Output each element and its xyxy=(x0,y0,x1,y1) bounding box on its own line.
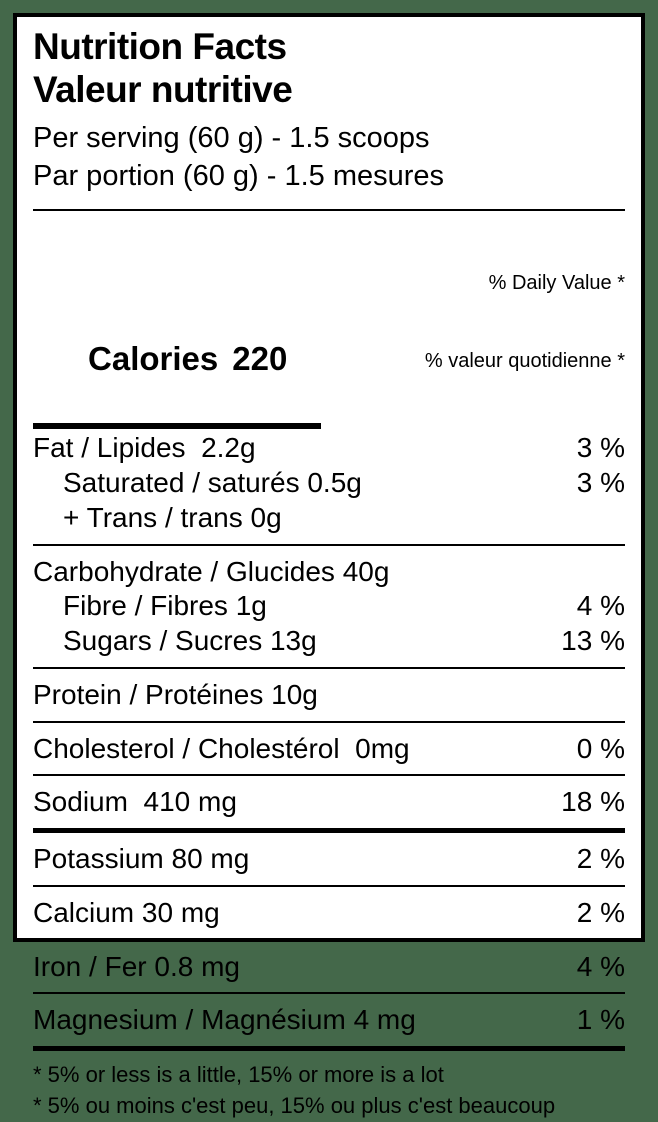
nutrient-row-protein: Protein / Protéines 10g xyxy=(33,678,625,713)
nutrient-label: Saturated / saturés 0.5g xyxy=(63,467,362,499)
nutrient-label: + Trans / trans 0g xyxy=(63,501,282,533)
fat-group: Fat / Lipides 2.2g 3 % Saturated / satur… xyxy=(33,429,625,536)
calories-row: Calories 220 % Daily Value * % valeur quo… xyxy=(33,218,625,430)
title-french: Valeur nutritive xyxy=(33,68,293,110)
section-divider xyxy=(33,938,625,941)
section-divider-thick xyxy=(33,828,625,834)
magnesium-group: Magnesium / Magnésium 4 mg 1 % xyxy=(33,1001,625,1039)
footnote-english: * 5% or less is a little, 15% or more is… xyxy=(33,1062,444,1088)
daily-value-header: % Daily Value * % valeur quotidienne * xyxy=(425,218,625,429)
section-divider xyxy=(33,720,625,723)
nutrient-daily-value: 1 % xyxy=(576,1004,625,1036)
nutrient-label: Iron / Fer 0.8 mg xyxy=(33,950,240,982)
nutrient-label: Cholesterol / Cholestérol 0mg xyxy=(33,732,410,764)
serving-size-french: Par portion (60 g) - 1.5 mesures xyxy=(33,159,445,192)
nutrient-label: Protein / Protéines 10g xyxy=(33,678,318,710)
nutrition-facts-label: Nutrition Facts Valeur nutritive Per ser… xyxy=(13,13,645,1118)
section-divider xyxy=(33,992,625,995)
section-divider xyxy=(33,543,625,546)
nutrient-label: Sugars / Sucres 13g xyxy=(63,625,317,657)
nutrient-row-carbohydrate: Carbohydrate / Glucides 40g xyxy=(33,555,625,590)
nutrient-row-fibre: Fibre / Fibres 1g 4 % xyxy=(33,589,625,624)
title-english: Nutrition Facts xyxy=(33,26,287,67)
calories-value: 220 xyxy=(232,340,288,378)
nutrient-row-cholesterol: Cholesterol / Cholestérol 0mg 0 % xyxy=(33,732,625,767)
section-divider-thick xyxy=(33,1046,625,1052)
nutrient-row-saturated-fat: Saturated / saturés 0.5g 3 % xyxy=(33,466,625,501)
calories-line: Calories 220 xyxy=(33,300,321,430)
page-background: { "label": { "title_en": "Nutrition Fact… xyxy=(13,13,645,1119)
calcium-group: Calcium 30 mg 2 % xyxy=(33,894,625,932)
nutrient-row-sodium: Sodium 410 mg 18 % xyxy=(33,785,625,820)
nutrient-row-sugars: Sugars / Sucres 13g 13 % xyxy=(33,624,625,659)
nutrient-label: Magnesium / Magnésium 4 mg xyxy=(33,1004,416,1036)
calories-label: Calories xyxy=(88,340,219,378)
iron-group: Iron / Fer 0.8 mg 4 % xyxy=(33,948,625,986)
nutrient-row-magnesium: Magnesium / Magnésium 4 mg 1 % xyxy=(33,1003,625,1038)
sodium-group: Sodium 410 mg 18 % xyxy=(33,783,625,821)
nutrient-label: Fat / Lipides 2.2g xyxy=(33,432,256,464)
nutrient-daily-value: 4 % xyxy=(576,590,625,622)
section-divider xyxy=(33,209,625,212)
nutrient-daily-value: 3 % xyxy=(576,467,625,499)
nutrient-daily-value: 13 % xyxy=(561,625,625,657)
nutrient-daily-value: 3 % xyxy=(576,432,625,464)
protein-group: Protein / Protéines 10g xyxy=(33,676,625,714)
nutrient-daily-value: 18 % xyxy=(561,786,625,818)
section-divider xyxy=(33,666,625,669)
section-divider xyxy=(33,884,625,887)
footnote-french: * 5% ou moins c'est peu, 15% ou plus c'e… xyxy=(33,1093,556,1119)
section-divider xyxy=(33,774,625,777)
nutrient-daily-value: 2 % xyxy=(576,843,625,875)
nutrient-daily-value: 4 % xyxy=(576,950,625,982)
nutrient-label: Fibre / Fibres 1g xyxy=(63,590,267,622)
daily-value-header-french: % valeur quotidienne * xyxy=(424,350,625,373)
nutrient-daily-value: 2 % xyxy=(576,896,625,928)
nutrient-row-potassium: Potassium 80 mg 2 % xyxy=(33,842,625,877)
cholesterol-group: Cholesterol / Cholestérol 0mg 0 % xyxy=(33,730,625,768)
daily-value-header-english: % Daily Value * xyxy=(488,272,625,295)
nutrient-label: Sodium 410 mg xyxy=(33,786,237,818)
potassium-group: Potassium 80 mg 2 % xyxy=(33,840,625,878)
footnotes: * 5% or less is a little, 15% or more is… xyxy=(33,1059,625,1121)
nutrient-row-fat: Fat / Lipides 2.2g 3 % xyxy=(33,431,625,466)
serving-size-english: Per serving (60 g) - 1.5 scoops xyxy=(33,122,430,155)
nutrient-label: Carbohydrate / Glucides 40g xyxy=(33,555,390,587)
nutrient-row-calcium: Calcium 30 mg 2 % xyxy=(33,896,625,931)
nutrient-daily-value: 0 % xyxy=(576,732,625,764)
nutrient-label: Potassium 80 mg xyxy=(33,843,250,875)
carbohydrate-group: Carbohydrate / Glucides 40g Fibre / Fibr… xyxy=(33,553,625,660)
nutrient-label: Calcium 30 mg xyxy=(33,896,220,928)
nutrient-row-trans-fat: + Trans / trans 0g xyxy=(33,501,625,536)
